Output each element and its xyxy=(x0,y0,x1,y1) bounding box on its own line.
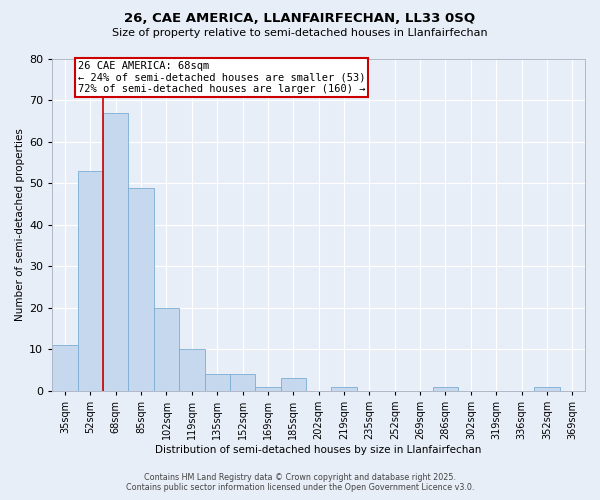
Bar xyxy=(281,378,306,391)
Text: Size of property relative to semi-detached houses in Llanfairfechan: Size of property relative to semi-detach… xyxy=(112,28,488,38)
Text: 26 CAE AMERICA: 68sqm
← 24% of semi-detached houses are smaller (53)
72% of semi: 26 CAE AMERICA: 68sqm ← 24% of semi-deta… xyxy=(77,61,365,94)
Bar xyxy=(128,188,154,391)
Bar xyxy=(179,350,205,391)
Bar xyxy=(103,113,128,391)
Bar xyxy=(230,374,255,391)
Bar xyxy=(433,387,458,391)
X-axis label: Distribution of semi-detached houses by size in Llanfairfechan: Distribution of semi-detached houses by … xyxy=(155,445,482,455)
Bar xyxy=(52,346,77,391)
Bar xyxy=(77,171,103,391)
Bar xyxy=(534,387,560,391)
Text: 26, CAE AMERICA, LLANFAIRFECHAN, LL33 0SQ: 26, CAE AMERICA, LLANFAIRFECHAN, LL33 0S… xyxy=(124,12,476,26)
Bar xyxy=(255,387,281,391)
Y-axis label: Number of semi-detached properties: Number of semi-detached properties xyxy=(15,128,25,322)
Text: Contains HM Land Registry data © Crown copyright and database right 2025.
Contai: Contains HM Land Registry data © Crown c… xyxy=(126,473,474,492)
Bar xyxy=(154,308,179,391)
Bar xyxy=(331,387,357,391)
Bar xyxy=(205,374,230,391)
